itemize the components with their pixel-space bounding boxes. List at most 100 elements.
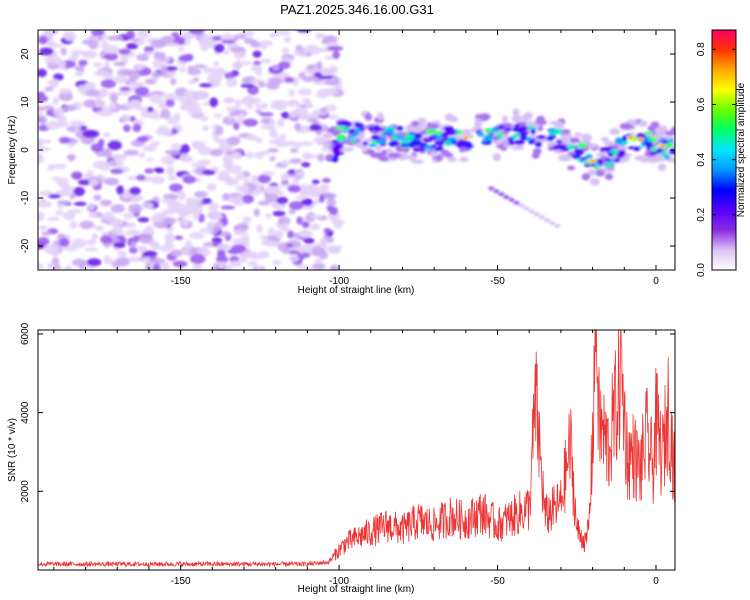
- noise-blob: [265, 185, 281, 195]
- noise-blob: [220, 205, 236, 210]
- noise-blob: [191, 162, 206, 168]
- noise-blob: [48, 78, 60, 89]
- noise-blob: [70, 50, 86, 56]
- noise-blob: [152, 263, 161, 270]
- noise-blob: [162, 217, 177, 225]
- spectrogram-marks: [38, 30, 675, 270]
- noise-blob: [63, 104, 77, 112]
- noise-blob: [296, 264, 310, 270]
- ridge-core: [437, 145, 444, 151]
- ridge-core: [367, 126, 374, 131]
- spectrogram-x-tick-label: -150: [171, 276, 191, 287]
- noise-blob: [59, 238, 70, 247]
- noise-blob: [164, 232, 176, 243]
- noise-blob: [47, 194, 62, 199]
- noise-blob: [261, 42, 268, 50]
- noise-blob: [298, 72, 306, 79]
- ridge-halo: [671, 126, 675, 132]
- ridge-peak: [628, 136, 633, 139]
- ridge-core: [522, 131, 529, 136]
- noise-blob: [46, 262, 55, 270]
- ridge-core: [512, 126, 519, 132]
- spectrogram-y-tick-label: -10: [20, 190, 31, 205]
- ridge-core: [371, 134, 381, 141]
- noise-blob: [47, 216, 60, 222]
- noise-blob: [161, 198, 176, 204]
- ridge-core: [407, 142, 417, 148]
- noise-blob: [209, 97, 219, 108]
- noise-blob: [193, 191, 207, 198]
- ridge-signal: [323, 108, 675, 228]
- ridge-core: [497, 125, 505, 130]
- noise-blob: [288, 255, 301, 262]
- ridge-core: [451, 140, 457, 145]
- noise-blob: [165, 166, 175, 176]
- ridge-core: [585, 154, 593, 159]
- noise-blob: [85, 247, 99, 252]
- noise-blob: [192, 77, 200, 82]
- noise-blob: [302, 204, 314, 210]
- noise-blob: [153, 51, 161, 60]
- noise-blob: [107, 140, 122, 151]
- ridge-halo: [564, 132, 572, 140]
- snr-x-tick-label: -50: [490, 576, 505, 587]
- ridge-halo: [581, 173, 591, 181]
- noise-blob: [187, 106, 203, 117]
- ridge-halo: [375, 145, 382, 152]
- noise-blob: [198, 83, 213, 88]
- ridge-core: [455, 129, 464, 134]
- noise-blob: [144, 78, 157, 85]
- ridge-core: [536, 135, 547, 140]
- noise-blob: [269, 132, 279, 139]
- ridge-halo: [587, 169, 597, 176]
- noise-blob: [301, 76, 316, 83]
- trail-blob: [538, 215, 545, 220]
- noise-blob: [311, 118, 319, 126]
- noise-blob: [281, 248, 290, 253]
- noise-blob: [269, 156, 276, 162]
- ridge-core: [380, 132, 387, 138]
- noise-blob: [216, 255, 228, 263]
- noise-blob: [272, 260, 282, 266]
- ridge-halo: [618, 156, 626, 164]
- noise-blob: [77, 84, 86, 94]
- noise-blob: [38, 106, 47, 111]
- noise-blob: [324, 80, 339, 86]
- noise-blob: [68, 154, 75, 162]
- ridge-core: [484, 127, 493, 134]
- noise-blob: [296, 171, 305, 177]
- noise-blob: [100, 40, 109, 51]
- ridge-peak: [464, 137, 468, 139]
- ridge-core: [560, 147, 570, 152]
- noise-blob: [253, 60, 262, 66]
- noise-blob: [81, 50, 98, 59]
- noise-blob: [288, 89, 296, 97]
- ridge-core: [349, 133, 359, 138]
- noise-blob: [258, 112, 274, 117]
- noise-blob: [258, 81, 267, 88]
- noise-blob: [38, 236, 50, 246]
- noise-blob: [123, 124, 131, 133]
- spectrogram-y-tick-label: 0: [20, 147, 31, 153]
- ridge-halo: [361, 145, 369, 152]
- noise-blob: [151, 242, 161, 251]
- noise-blob: [79, 220, 95, 230]
- ridge-halo: [459, 156, 469, 163]
- noise-blob: [115, 256, 130, 267]
- ridge-core: [514, 123, 521, 128]
- noise-blob: [73, 186, 85, 197]
- noise-blob: [119, 86, 132, 91]
- noise-blob: [53, 107, 65, 116]
- ridge-halo: [376, 112, 384, 121]
- noise-blob: [166, 42, 180, 47]
- noise-blob: [265, 193, 279, 203]
- trail-blob: [518, 203, 525, 208]
- noise-blob: [324, 55, 334, 61]
- noise-blob: [100, 235, 112, 244]
- noise-blob: [52, 97, 59, 106]
- noise-blob: [63, 265, 73, 270]
- noise-blob: [170, 143, 182, 149]
- ridge-core: [368, 143, 378, 147]
- noise-blob: [241, 234, 250, 243]
